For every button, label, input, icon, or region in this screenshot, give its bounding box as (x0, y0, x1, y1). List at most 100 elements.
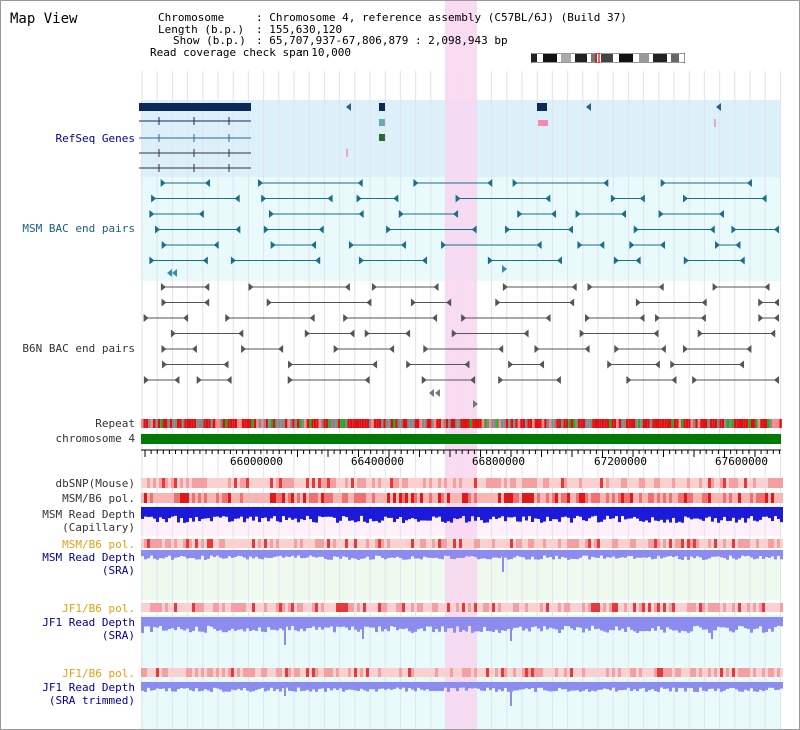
chromosome-ideogram[interactable] (531, 53, 685, 63)
jf1-pol-mark (381, 603, 384, 612)
jf1-pol-trim-mark (402, 668, 405, 677)
show-value: : 65,707,937-67,806,879 : 2,098,943 bp (256, 34, 508, 47)
jf1-sra-depth-bar (459, 617, 462, 633)
jf1-pol-trim-mark (441, 668, 444, 677)
msm-bac-end (400, 241, 406, 249)
msm-b6-pol-sra-label[interactable]: MSM/B6 pol. (62, 538, 135, 551)
dbsnp-label[interactable]: dbSNP(Mouse) (55, 477, 135, 490)
jf1-trim-depth-bar (708, 682, 711, 689)
chromosome-track-label[interactable]: chromosome 4 (55, 432, 135, 445)
repeat-mark (498, 419, 501, 428)
coverage-value: : 10,000 (298, 45, 351, 59)
jf1-sra-depth-bar (303, 617, 306, 632)
jf1-trim-depth-bar (651, 682, 654, 690)
jf1-trim-depth-bar (333, 682, 336, 689)
dbsnp-mark (318, 478, 321, 488)
msm-pol-sra-mark (198, 539, 201, 548)
msm-pol-sra-mark (186, 539, 189, 548)
repeat-mark (373, 419, 377, 428)
repeat-mark (513, 419, 516, 428)
msm-sra-depth-bar (258, 550, 261, 559)
repeat-mark (683, 419, 686, 428)
jf1-pol-mark (603, 603, 606, 612)
jf1-read-depth-trimmed-label[interactable]: JF1 Read Depth (42, 681, 135, 694)
msm-pol-mark (393, 493, 396, 503)
repeat-mark (676, 419, 679, 428)
repeat-mark (193, 419, 197, 428)
jf1-pol-mark (252, 603, 255, 612)
msm-pol-mark (639, 493, 642, 503)
jf1-pol-mark (492, 603, 495, 612)
repeat-mark (321, 419, 324, 428)
jf1-sra-depth-bar (708, 617, 711, 633)
msm-b6-pol-label[interactable]: MSM/B6 pol. (62, 492, 135, 505)
dbsnp-mark (360, 478, 363, 488)
jf1-pol-mark (285, 603, 288, 612)
msm-capillary-depth-bar (186, 507, 189, 523)
repeat-mark (561, 419, 564, 428)
jf1-b6-pol-trimmed-label[interactable]: JF1/B6 pol. (62, 667, 135, 680)
jf1-sra-depth-bar (360, 617, 363, 630)
msm-read-depth-capillary-label[interactable]: MSM Read Depth (42, 508, 135, 521)
jf1-sra-depth-bar (294, 617, 297, 631)
jf1-trim-depth-bar (345, 682, 348, 690)
jf1-pol-mark (510, 603, 513, 612)
jf1-pol-trim-mark (315, 668, 318, 677)
repeat-mark (256, 419, 259, 428)
msm-pol-mark (366, 493, 369, 503)
repeat-mark (486, 419, 489, 428)
msm-pol-sra-mark (525, 539, 528, 548)
jf1-trim-depth-bar (282, 682, 285, 689)
jf1-pol-trim-mark (375, 668, 378, 677)
jf1-pol-trim-mark (636, 668, 639, 677)
dbsnp-mark (183, 478, 186, 488)
msm-sra-depth-bar (540, 550, 543, 560)
repeat-mark (414, 419, 417, 428)
msm-pol-mark (276, 493, 279, 503)
jf1-pol-mark (594, 603, 597, 612)
msm-pol-sra-mark (696, 539, 699, 548)
repeat-mark (709, 419, 713, 428)
msm-bac-end (358, 210, 364, 218)
msm-pol-mark (165, 493, 168, 503)
repeat-mark (150, 419, 153, 428)
msm-pol-sra-mark (648, 539, 651, 548)
jf1-sra-depth-bar (183, 617, 186, 631)
msm-pol-mark (630, 493, 633, 503)
dbsnp-mark (681, 478, 684, 488)
msm-capillary-depth-bar (294, 507, 297, 519)
jf1-trim-depth-bar (324, 682, 327, 692)
jf1-b6-pol-label[interactable]: JF1/B6 pol. (62, 602, 135, 615)
msm-capillary-depth-bar (630, 507, 633, 519)
jf1-pol-trim-mark (678, 668, 681, 677)
jf1-sra-depth-bar (771, 617, 774, 632)
dbsnp-mark (432, 478, 435, 488)
msm-capillary-depth-bar (750, 507, 753, 517)
b6n-bac-label[interactable]: B6N BAC end pairs (22, 342, 135, 355)
repeat-mark (477, 419, 480, 428)
dbsnp-mark (312, 478, 315, 488)
msm-pol-sra-mark (363, 539, 366, 548)
refseq-genes-label[interactable]: RefSeq Genes (55, 132, 135, 145)
dbsnp-mark (420, 478, 423, 488)
jf1-pol-trim-mark (237, 668, 240, 677)
repeat-label[interactable]: Repeat (95, 417, 135, 430)
repeat-mark (570, 419, 573, 428)
jf1-pol-trim-mark (408, 668, 411, 677)
msm-pol-mark (561, 493, 564, 503)
jf1-read-depth-sra-label[interactable]: JF1 Read Depth (42, 616, 135, 629)
msm-capillary-depth-bar (279, 507, 282, 523)
msm-read-depth-sra-label[interactable]: MSM Read Depth (42, 551, 135, 564)
jf1-trim-depth-bar (678, 682, 681, 689)
b6n-bac-end (366, 298, 372, 307)
jf1-sra-depth-bar (543, 617, 546, 627)
jf1-pol-mark (402, 603, 405, 612)
dbsnp-mark (630, 478, 633, 488)
msm-capillary-depth-bar (651, 507, 654, 518)
dbsnp-mark (612, 478, 615, 488)
msm-sra-depth-bar (678, 550, 681, 560)
msm-pol-mark (534, 493, 537, 503)
msm-bac-label[interactable]: MSM BAC end pairs (22, 222, 135, 235)
jf1-pol-mark (309, 603, 312, 612)
